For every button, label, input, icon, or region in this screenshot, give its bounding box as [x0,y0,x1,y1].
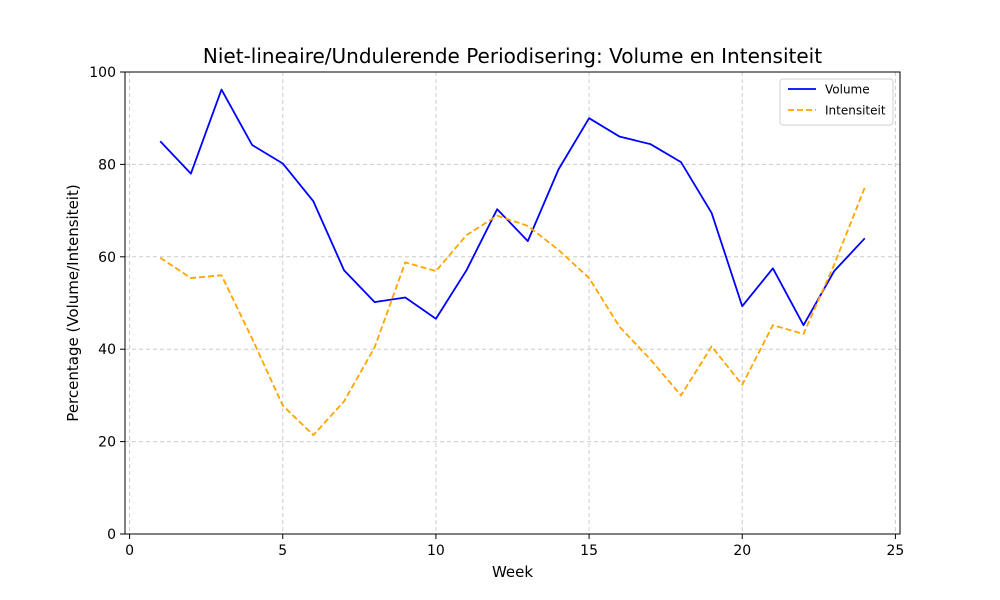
chart-title: Niet-lineaire/Undulerende Periodisering:… [203,44,822,68]
x-tick-label: 5 [278,543,287,559]
y-tick-label: 0 [107,527,116,543]
y-axis-label: Percentage (Volume/Intensiteit) [64,184,82,421]
x-tick-label: 0 [125,543,134,559]
grid-layer [125,71,900,535]
series-layer [159,88,866,437]
legend-box [779,78,894,126]
legend-label-volume: Volume [825,83,870,97]
x-tick-label: 20 [733,543,751,559]
x-axis-label: Week [492,563,533,581]
x-tick-label: 15 [580,543,598,559]
series-line-intensiteit [159,187,866,437]
legend: Volume Intensiteit [779,78,894,126]
series-line-volume [159,88,866,327]
x-tick-label: 25 [886,543,904,559]
x-tick-label: 10 [427,543,445,559]
y-tick-label: 100 [89,65,116,81]
y-tick-label: 20 [98,435,116,451]
y-tick-label: 80 [98,157,116,173]
tick-layer: 0 5 10 15 20 25 0 20 40 60 80 100 [89,65,904,559]
y-tick-label: 60 [98,250,116,266]
y-tick-label: 40 [98,342,116,358]
legend-label-intensiteit: Intensiteit [825,104,886,118]
plot-frame [124,71,901,535]
